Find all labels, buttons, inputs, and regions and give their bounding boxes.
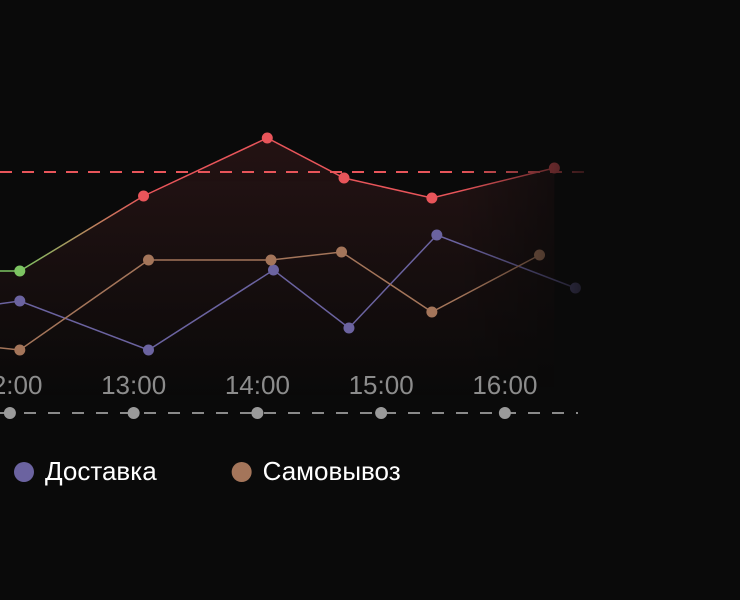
legend-label: Самовывоз (263, 456, 401, 486)
plot (0, 132, 590, 400)
data-point (142, 254, 154, 266)
data-point (426, 192, 438, 204)
data-point (343, 322, 355, 334)
data-point (431, 229, 443, 241)
data-point (142, 344, 154, 356)
x-tick-label: 16:00 (472, 370, 537, 400)
legend-swatch (231, 462, 252, 482)
x-tick-label: 12:00 (0, 370, 42, 400)
x-tick-label: 14:00 (225, 370, 290, 400)
data-point (138, 190, 150, 202)
legend: Доставка Самовывоз (14, 456, 401, 486)
tick-mark (498, 407, 511, 419)
tick-mark (251, 407, 264, 419)
x-axis: 12:00 13:00 14:00 15:00 16:00 (0, 370, 578, 419)
data-point (548, 162, 560, 174)
tick-mark (127, 407, 140, 419)
data-point (336, 246, 348, 258)
x-tick-label: 13:00 (101, 370, 166, 400)
data-point (14, 344, 26, 356)
tick-mark (375, 407, 388, 419)
legend-swatch (14, 462, 34, 482)
data-point (569, 282, 581, 294)
tick-mark (3, 407, 16, 419)
data-point (265, 254, 277, 266)
data-point (267, 264, 279, 276)
x-tick-label: 15:00 (349, 370, 414, 400)
data-point (261, 132, 273, 144)
data-point (534, 249, 546, 261)
legend-label: Доставка (45, 456, 157, 486)
data-point (426, 306, 438, 318)
data-point (14, 295, 26, 307)
data-point (14, 265, 26, 277)
data-point (338, 172, 350, 184)
